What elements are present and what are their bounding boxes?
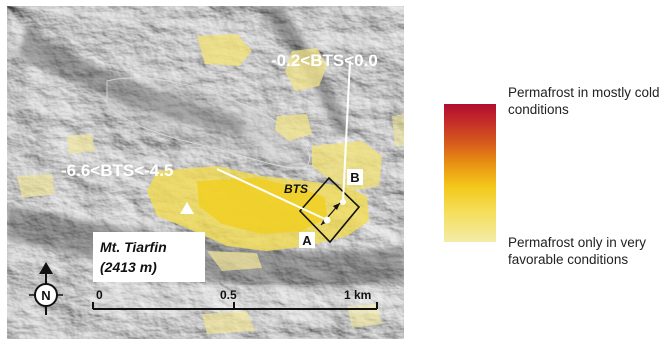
north-arrow-icon: N (29, 262, 63, 315)
peak-label-box (93, 232, 205, 282)
map-canvas: -0.2<BTS<0.0 -6.6<BTS<-4.5 BTS A B Mt. T… (7, 6, 404, 339)
bts-upper-label: -0.2<BTS<0.0 (271, 51, 378, 70)
bts-point-lower (323, 216, 331, 224)
bts-box-label: BTS (284, 182, 308, 196)
peak-elevation: (2413 m) (100, 259, 157, 275)
callout-line-lower (216, 168, 328, 221)
scale-tick-half: 0.5 (220, 288, 237, 302)
scale-tick-1km: 1 km (344, 288, 371, 302)
hillshade-map: -0.2<BTS<0.0 -6.6<BTS<-4.5 BTS A B Mt. T… (7, 6, 404, 339)
legend-top-label: Permafrost in mostly cold conditions (508, 85, 660, 117)
point-a-label: A (302, 233, 312, 248)
scale-bar: 0 0.5 1 km (90, 285, 382, 313)
point-b-label: B (350, 170, 359, 185)
rock-glacier-outline (106, 77, 310, 169)
callout-line-upper (342, 60, 351, 203)
bts-lower-label: -6.6<BTS<-4.5 (61, 161, 173, 180)
permafrost-color-scale (444, 104, 496, 242)
triangle-peak-icon (180, 202, 194, 214)
point-a-box (299, 232, 315, 248)
legend-bottom-label: Permafrost only in very favorable condit… (508, 235, 647, 267)
north-letter: N (41, 288, 50, 303)
scale-tick-0: 0 (96, 288, 103, 302)
point-b-box (347, 169, 363, 185)
bts-point-upper (340, 199, 346, 205)
peak-name: Mt. Tiarfin (100, 239, 167, 255)
